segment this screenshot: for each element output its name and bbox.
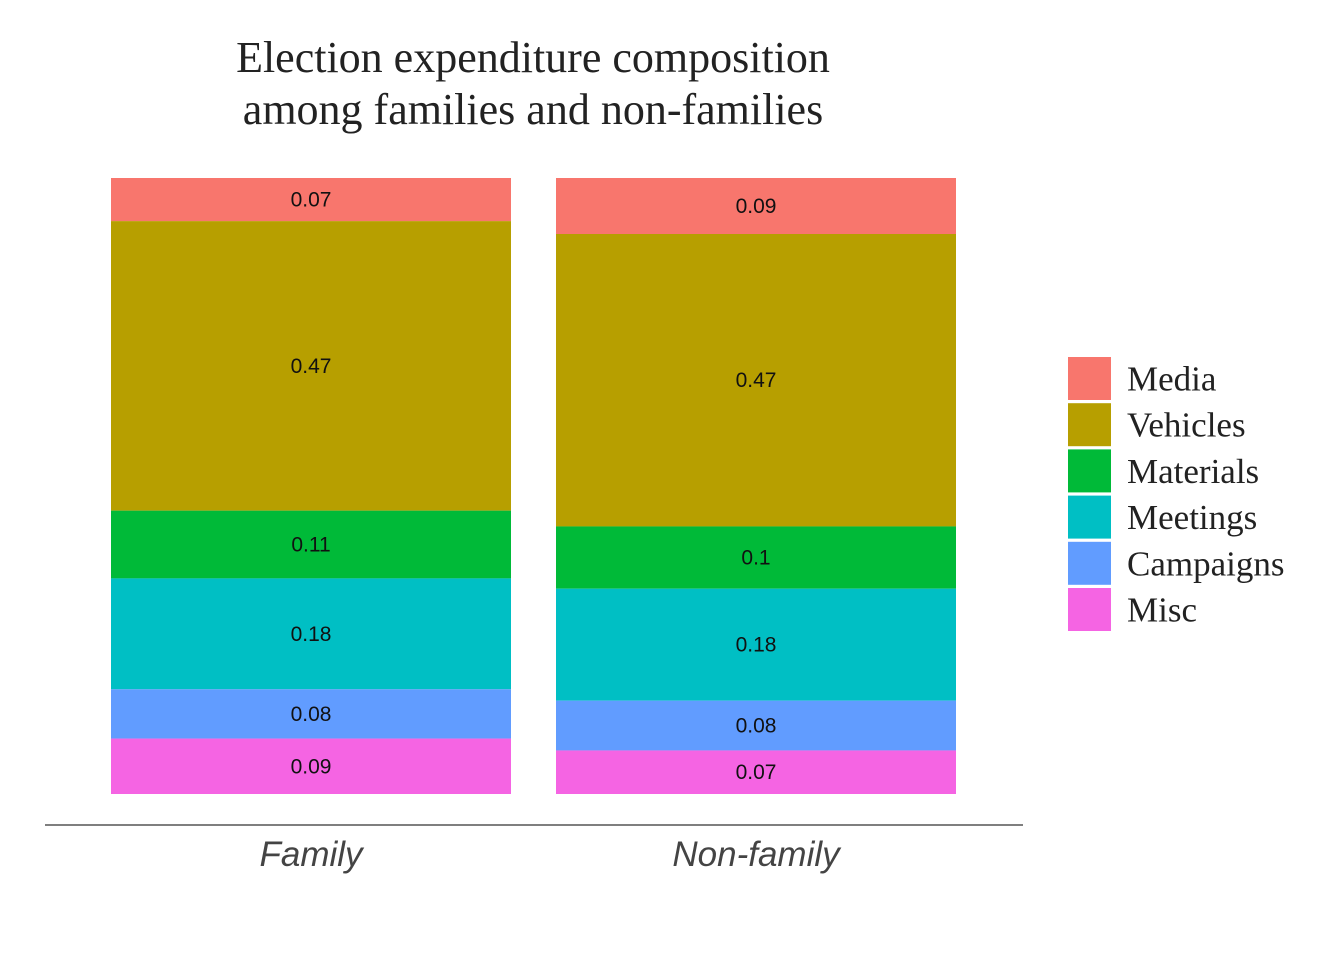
legend-swatch-materials [1068, 449, 1111, 493]
bar-family-campaigns [111, 689, 511, 739]
legend-label-misc: Misc [1127, 591, 1197, 630]
legend-label-vehicles: Vehicles [1127, 406, 1246, 445]
legend-swatch-media [1068, 357, 1111, 400]
data-label-family-materials: 0.11 [291, 534, 330, 557]
legend: Media Vehicles Materials Meetings Campaigns M… [1068, 357, 1284, 631]
legend-label-meetings: Meetings [1127, 498, 1257, 537]
bar-family-materials [111, 510, 511, 579]
legend-label-media: Media [1127, 360, 1217, 399]
data-label-non-family-materials: 0.1 [741, 547, 770, 570]
category-label-family: Family [259, 835, 365, 874]
category-label-non-family: Non-family [672, 835, 842, 874]
category-labels-group: Family Non-family [259, 835, 842, 874]
data-label-non-family-media: 0.09 [736, 195, 777, 218]
legend-swatch-campaigns [1068, 541, 1111, 585]
bar-non-family-media [556, 178, 956, 234]
bar-family-vehicles [111, 221, 511, 511]
legend-swatch-meetings [1068, 495, 1111, 539]
legend-swatch-vehicles [1068, 403, 1111, 447]
bar-non-family-vehicles [556, 234, 956, 527]
data-label-family-misc: 0.09 [291, 755, 332, 778]
bars-group [111, 178, 956, 794]
data-label-non-family-misc: 0.07 [736, 761, 777, 784]
data-label-non-family-meetings: 0.18 [736, 634, 777, 657]
data-label-family-campaigns: 0.08 [291, 703, 332, 726]
legend-label-campaigns: Campaigns [1127, 544, 1284, 583]
bar-family-meetings [111, 578, 511, 690]
bar-family-misc [111, 738, 511, 794]
chart-title-line-1: Election expenditure composition [236, 33, 830, 82]
legend-swatch-misc [1068, 588, 1111, 631]
segment-labels-group: 0.07 0.47 0.11 0.18 0.08 0.09 0.09 0.47 0.1 0.18 0… [291, 189, 777, 785]
bar-family-media [111, 178, 511, 222]
bar-non-family-meetings [556, 588, 956, 701]
data-label-family-meetings: 0.18 [291, 623, 332, 646]
bar-non-family-campaigns [556, 700, 956, 751]
data-label-family-vehicles: 0.47 [291, 355, 332, 378]
data-label-family-media: 0.07 [291, 189, 332, 212]
chart-title-line-2: among families and non-families [243, 85, 823, 134]
bar-non-family-materials [556, 526, 956, 589]
legend-label-materials: Materials [1127, 452, 1259, 491]
data-label-non-family-campaigns: 0.08 [736, 715, 777, 738]
bar-non-family-misc [556, 750, 956, 794]
data-label-non-family-vehicles: 0.47 [736, 369, 777, 392]
